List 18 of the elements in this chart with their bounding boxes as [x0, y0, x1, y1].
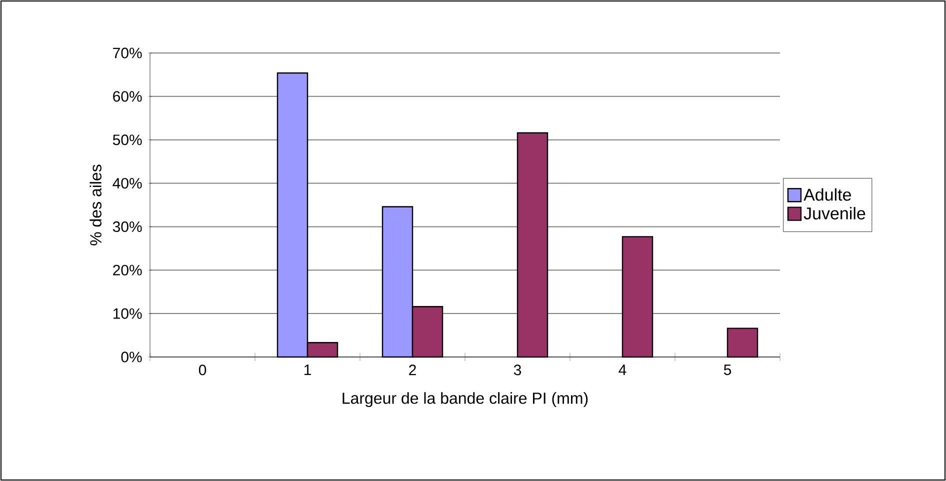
- y-axis-title: % des ailes: [90, 164, 102, 246]
- y-tick-label: 50%: [112, 134, 142, 146]
- y-tick-label: 20%: [113, 264, 142, 276]
- y-tick-label: 0%: [121, 352, 142, 362]
- legend-label: Adulte: [804, 188, 851, 201]
- x-axis-title: Largeur de la bande claire PI (mm): [342, 392, 588, 408]
- x-tick-label: 0: [198, 364, 206, 376]
- x-tick-label: 3: [514, 364, 522, 376]
- x-tick-label: 1: [304, 364, 311, 375]
- y-tick-label: 60%: [113, 91, 142, 102]
- y-tick-label: 40%: [112, 178, 142, 189]
- y-tick-label: 10%: [113, 308, 142, 319]
- x-tick-label: 4: [618, 364, 626, 375]
- x-tick-label: 5: [724, 364, 732, 376]
- y-tick-label: 30%: [112, 221, 142, 232]
- x-tick-label: 2: [409, 364, 416, 376]
- y-tick-label: 70%: [113, 48, 142, 58]
- legend-label: Juvenile: [804, 206, 866, 220]
